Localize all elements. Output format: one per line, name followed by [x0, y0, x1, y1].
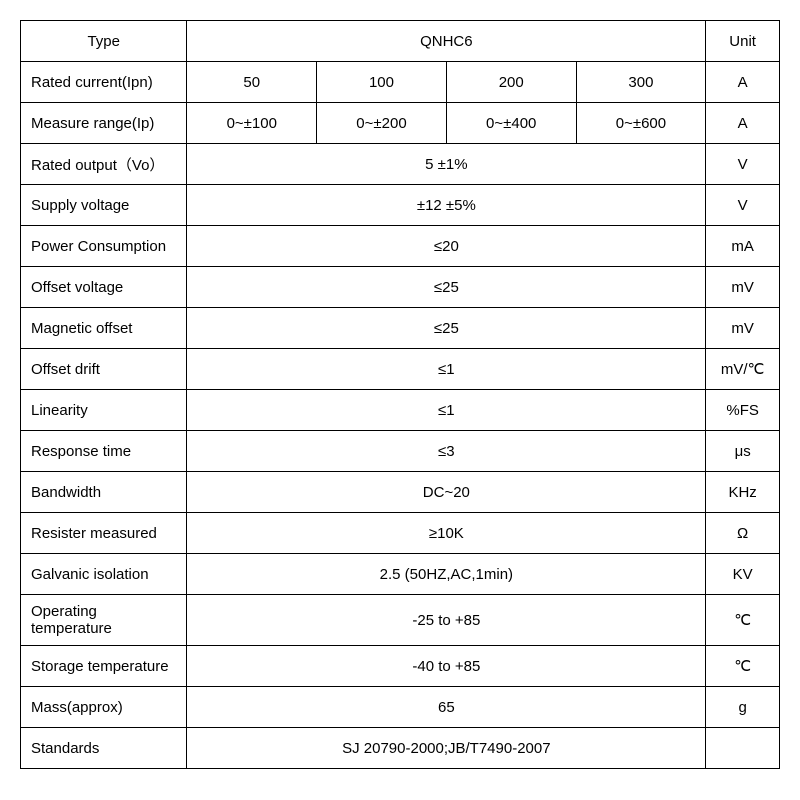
mass-unit: g [706, 687, 780, 728]
resister-measured-value: ≥10K [187, 513, 706, 554]
row-supply-voltage: Supply voltage ±12 ±5% V [21, 185, 780, 226]
storage-temp-unit: ℃ [706, 646, 780, 687]
measure-range-v4: 0~±600 [576, 103, 706, 144]
offset-drift-value: ≤1 [187, 349, 706, 390]
row-measure-range: Measure range(Ip) 0~±100 0~±200 0~±400 0… [21, 103, 780, 144]
operating-temp-value: -25 to +85 [187, 595, 706, 646]
standards-unit [706, 728, 780, 769]
magnetic-offset-unit: mV [706, 308, 780, 349]
bandwidth-label: Bandwidth [21, 472, 187, 513]
storage-temp-value: -40 to +85 [187, 646, 706, 687]
bandwidth-value: DC~20 [187, 472, 706, 513]
header-unit: Unit [706, 21, 780, 62]
power-consumption-unit: mA [706, 226, 780, 267]
offset-drift-label: Offset drift [21, 349, 187, 390]
operating-temp-unit: ℃ [706, 595, 780, 646]
magnetic-offset-label: Magnetic offset [21, 308, 187, 349]
row-magnetic-offset: Magnetic offset ≤25 mV [21, 308, 780, 349]
mass-value: 65 [187, 687, 706, 728]
galvanic-isolation-value: 2.5 (50HZ,AC,1min) [187, 554, 706, 595]
supply-voltage-unit: V [706, 185, 780, 226]
response-time-value: ≤3 [187, 431, 706, 472]
rated-current-label: Rated current(Ipn) [21, 62, 187, 103]
measure-range-v1: 0~±100 [187, 103, 317, 144]
mass-label: Mass(approx) [21, 687, 187, 728]
row-standards: Standards SJ 20790-2000;JB/T7490-2007 [21, 728, 780, 769]
row-mass: Mass(approx) 65 g [21, 687, 780, 728]
row-power-consumption: Power Consumption ≤20 mA [21, 226, 780, 267]
rated-current-v2: 100 [317, 62, 447, 103]
rated-current-v1: 50 [187, 62, 317, 103]
offset-voltage-value: ≤25 [187, 267, 706, 308]
response-time-unit: μs [706, 431, 780, 472]
power-consumption-value: ≤20 [187, 226, 706, 267]
header-model: QNHC6 [187, 21, 706, 62]
response-time-label: Response time [21, 431, 187, 472]
row-operating-temp: Operating temperature -25 to +85 ℃ [21, 595, 780, 646]
measure-range-v2: 0~±200 [317, 103, 447, 144]
header-type: Type [21, 21, 187, 62]
galvanic-isolation-label: Galvanic isolation [21, 554, 187, 595]
resister-measured-label: Resister measured [21, 513, 187, 554]
row-offset-voltage: Offset voltage ≤25 mV [21, 267, 780, 308]
standards-value: SJ 20790-2000;JB/T7490-2007 [187, 728, 706, 769]
spec-table: Type QNHC6 Unit Rated current(Ipn) 50 10… [20, 20, 780, 769]
measure-range-label: Measure range(Ip) [21, 103, 187, 144]
row-bandwidth: Bandwidth DC~20 KHz [21, 472, 780, 513]
magnetic-offset-value: ≤25 [187, 308, 706, 349]
row-resister-measured: Resister measured ≥10K Ω [21, 513, 780, 554]
measure-range-v3: 0~±400 [446, 103, 576, 144]
galvanic-isolation-unit: KV [706, 554, 780, 595]
row-linearity: Linearity ≤1 %FS [21, 390, 780, 431]
standards-label: Standards [21, 728, 187, 769]
rated-output-unit: V [706, 144, 780, 185]
power-consumption-label: Power Consumption [21, 226, 187, 267]
row-rated-current: Rated current(Ipn) 50 100 200 300 A [21, 62, 780, 103]
bandwidth-unit: KHz [706, 472, 780, 513]
linearity-label: Linearity [21, 390, 187, 431]
offset-voltage-unit: mV [706, 267, 780, 308]
linearity-unit: %FS [706, 390, 780, 431]
rated-output-label: Rated output（Vo） [21, 144, 187, 185]
offset-voltage-label: Offset voltage [21, 267, 187, 308]
row-rated-output: Rated output（Vo） 5 ±1% V [21, 144, 780, 185]
rated-current-unit: A [706, 62, 780, 103]
measure-range-unit: A [706, 103, 780, 144]
rated-current-v4: 300 [576, 62, 706, 103]
supply-voltage-label: Supply voltage [21, 185, 187, 226]
row-offset-drift: Offset drift ≤1 mV/℃ [21, 349, 780, 390]
rated-output-value: 5 ±1% [187, 144, 706, 185]
linearity-value: ≤1 [187, 390, 706, 431]
row-response-time: Response time ≤3 μs [21, 431, 780, 472]
row-storage-temp: Storage temperature -40 to +85 ℃ [21, 646, 780, 687]
operating-temp-label: Operating temperature [21, 595, 187, 646]
rated-current-v3: 200 [446, 62, 576, 103]
offset-drift-unit: mV/℃ [706, 349, 780, 390]
row-galvanic-isolation: Galvanic isolation 2.5 (50HZ,AC,1min) KV [21, 554, 780, 595]
supply-voltage-value: ±12 ±5% [187, 185, 706, 226]
header-row: Type QNHC6 Unit [21, 21, 780, 62]
resister-measured-unit: Ω [706, 513, 780, 554]
storage-temp-label: Storage temperature [21, 646, 187, 687]
